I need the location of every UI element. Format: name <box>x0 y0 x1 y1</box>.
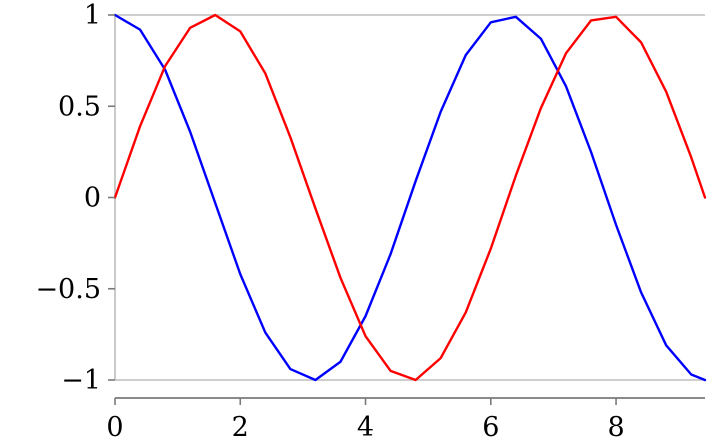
y-tick-label: −1 <box>61 365 101 396</box>
x-tick-label: 0 <box>106 412 123 443</box>
series-line-1 <box>113 13 707 382</box>
series-line-2 <box>113 13 707 382</box>
x-tick-label: 6 <box>482 412 499 443</box>
x-tick-label: 8 <box>607 412 624 443</box>
y-tick-label: 0 <box>84 183 101 214</box>
x-tick-label: 2 <box>232 412 249 443</box>
axis-group: 10.50−0.5−10 2 4 6 8 <box>35 0 705 443</box>
y-tick-label: 1 <box>84 0 101 31</box>
x-tick-label: 4 <box>357 412 374 443</box>
y-tick-label: −0.5 <box>35 274 101 305</box>
series-group <box>113 13 707 382</box>
y-tick-label: 0.5 <box>58 91 101 122</box>
